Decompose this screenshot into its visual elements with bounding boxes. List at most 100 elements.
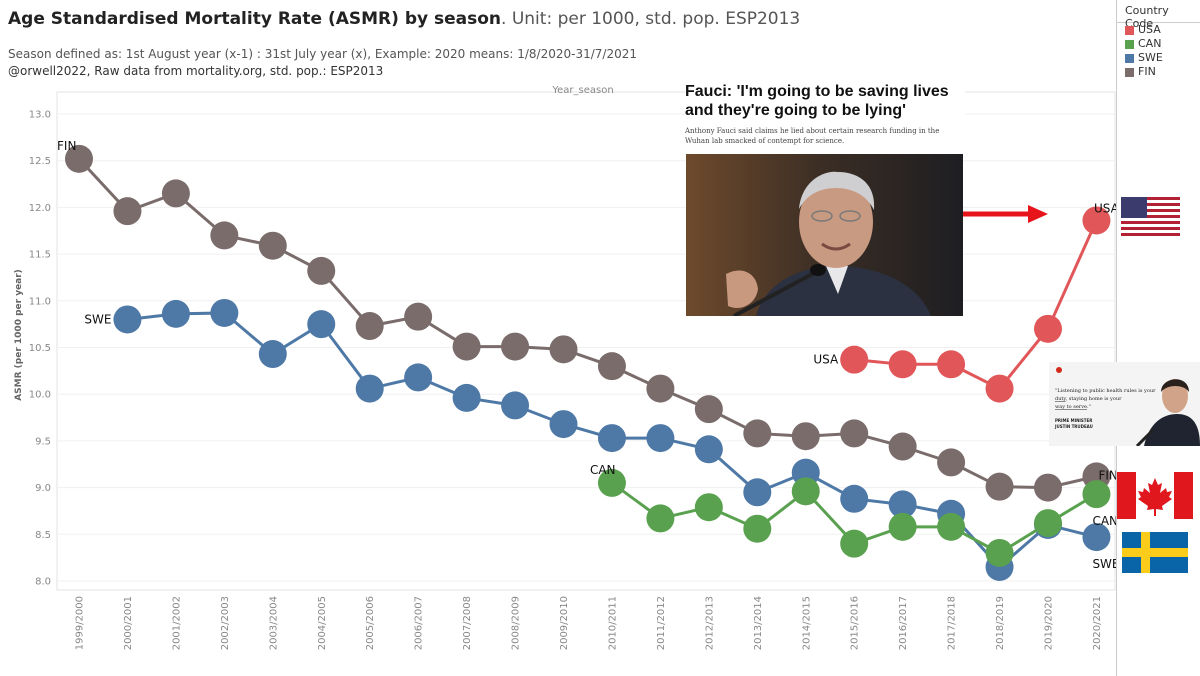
- data-point[interactable]: [210, 221, 239, 250]
- data-point[interactable]: [743, 419, 772, 448]
- quote-text-end: .": [1087, 404, 1091, 410]
- x-tick-label: 2006/2007: [414, 596, 425, 650]
- data-point[interactable]: [210, 298, 239, 327]
- x-tick-label: 1999/2000: [75, 596, 86, 650]
- legend: Country Code USA CAN SWE FIN: [1116, 0, 1200, 676]
- data-point[interactable]: [307, 256, 336, 285]
- data-point[interactable]: [1082, 523, 1111, 552]
- x-tick-label: 2005/2006: [365, 596, 376, 650]
- fauci-photo: [686, 154, 963, 316]
- legend-item-swe[interactable]: SWE: [1117, 51, 1200, 65]
- data-point[interactable]: [985, 472, 1014, 501]
- y-tick-label: 8.0: [35, 577, 51, 588]
- data-point[interactable]: [694, 493, 723, 522]
- series-annotation-fin: FIN: [57, 139, 76, 153]
- legend-label-can: CAN: [1138, 37, 1162, 50]
- x-tick-label: 2016/2017: [898, 596, 909, 650]
- data-point[interactable]: [985, 374, 1014, 403]
- data-point[interactable]: [1034, 314, 1062, 343]
- data-point[interactable]: [597, 424, 626, 453]
- data-point[interactable]: [937, 350, 966, 379]
- quote-text-start: "Listening to public health rules is you…: [1055, 388, 1156, 394]
- data-point[interactable]: [65, 144, 93, 173]
- y-tick-label: 11.5: [29, 250, 51, 261]
- x-tick-label: 2003/2004: [268, 596, 279, 650]
- data-point[interactable]: [161, 299, 190, 328]
- data-point[interactable]: [791, 422, 820, 451]
- data-point[interactable]: [743, 478, 772, 507]
- data-point[interactable]: [646, 424, 675, 453]
- data-point[interactable]: [694, 395, 723, 424]
- x-tick-label: 2013/2014: [753, 596, 764, 650]
- y-tick-label: 12.5: [29, 156, 51, 167]
- data-point[interactable]: [888, 512, 917, 541]
- arrow-to-usa: [963, 205, 1048, 223]
- x-axis-ticks: 1999/2000 2000/2001 2001/2002 2002/2003 2003…: [75, 596, 1103, 650]
- legend-item-can[interactable]: CAN: [1117, 37, 1200, 51]
- data-point[interactable]: [888, 490, 917, 519]
- data-point[interactable]: [452, 383, 481, 412]
- data-point[interactable]: [840, 484, 869, 513]
- x-tick-label: 2004/2005: [317, 596, 328, 650]
- data-point[interactable]: [694, 435, 723, 464]
- data-point[interactable]: [404, 302, 433, 331]
- data-point[interactable]: [597, 468, 626, 497]
- y-tick-label: 12.0: [29, 203, 51, 214]
- svg-text:way to serve.": way to serve.": [1055, 404, 1091, 410]
- column-header: Year_season: [551, 85, 613, 96]
- data-point[interactable]: [937, 512, 966, 541]
- data-point[interactable]: [888, 350, 917, 379]
- svg-text:duty, staying home is your: duty, staying home is your: [1055, 396, 1122, 402]
- data-point[interactable]: [646, 504, 675, 533]
- data-point[interactable]: [307, 310, 336, 339]
- x-tick-label: 2002/2003: [220, 596, 231, 650]
- data-point[interactable]: [501, 391, 530, 420]
- y-tick-label: 9.5: [35, 436, 51, 447]
- data-point[interactable]: [258, 231, 287, 260]
- news-clipping: Fauci: 'I'm going to be saving lives and…: [685, 82, 965, 146]
- plot-frame: [56, 91, 1116, 591]
- chart-title-main: Age Standardised Mortality Rate (ASMR) b…: [8, 9, 502, 29]
- data-point[interactable]: [1034, 509, 1062, 538]
- data-point[interactable]: [258, 340, 287, 369]
- y-tick-label: 13.0: [29, 110, 51, 121]
- data-point[interactable]: [840, 345, 869, 374]
- data-point[interactable]: [501, 332, 530, 361]
- data-point[interactable]: [791, 477, 820, 506]
- series-swe: [113, 298, 1111, 581]
- data-point[interactable]: [549, 410, 578, 439]
- data-point[interactable]: [1082, 480, 1111, 509]
- data-point[interactable]: [840, 419, 869, 448]
- legend-swatch-can: [1125, 39, 1134, 49]
- svg-text:"Listening to public health ru: "Listening to public health rules is you…: [1055, 388, 1156, 394]
- data-point[interactable]: [1082, 206, 1111, 235]
- data-point[interactable]: [355, 312, 384, 341]
- data-point[interactable]: [161, 179, 190, 208]
- legend-label-usa: USA: [1138, 23, 1161, 36]
- data-point[interactable]: [840, 529, 869, 558]
- data-point[interactable]: [888, 432, 917, 461]
- data-point[interactable]: [646, 374, 675, 403]
- data-point[interactable]: [1034, 473, 1062, 502]
- data-point[interactable]: [355, 374, 384, 403]
- data-point[interactable]: [597, 352, 626, 381]
- data-point[interactable]: [404, 363, 433, 392]
- x-tick-label: 2014/2015: [801, 596, 812, 650]
- data-point[interactable]: [452, 332, 481, 361]
- x-tick-label: 2000/2001: [123, 596, 134, 650]
- legend-label-fin: FIN: [1138, 65, 1156, 78]
- data-point[interactable]: [549, 335, 578, 364]
- data-point[interactable]: [985, 538, 1014, 567]
- x-tick-label: 2012/2013: [704, 596, 715, 650]
- data-point[interactable]: [743, 514, 772, 543]
- y-tick-label: 10.0: [29, 390, 51, 401]
- x-tick-label: 2001/2002: [171, 596, 182, 650]
- series-layer: [65, 144, 1111, 581]
- data-point[interactable]: [113, 197, 142, 226]
- legend-swatch-usa: [1125, 25, 1134, 35]
- legend-item-fin[interactable]: FIN: [1117, 65, 1200, 79]
- data-point[interactable]: [937, 448, 966, 477]
- legend-item-usa[interactable]: USA: [1117, 23, 1200, 37]
- data-point[interactable]: [113, 305, 142, 334]
- x-tick-label: 2010/2011: [607, 596, 618, 650]
